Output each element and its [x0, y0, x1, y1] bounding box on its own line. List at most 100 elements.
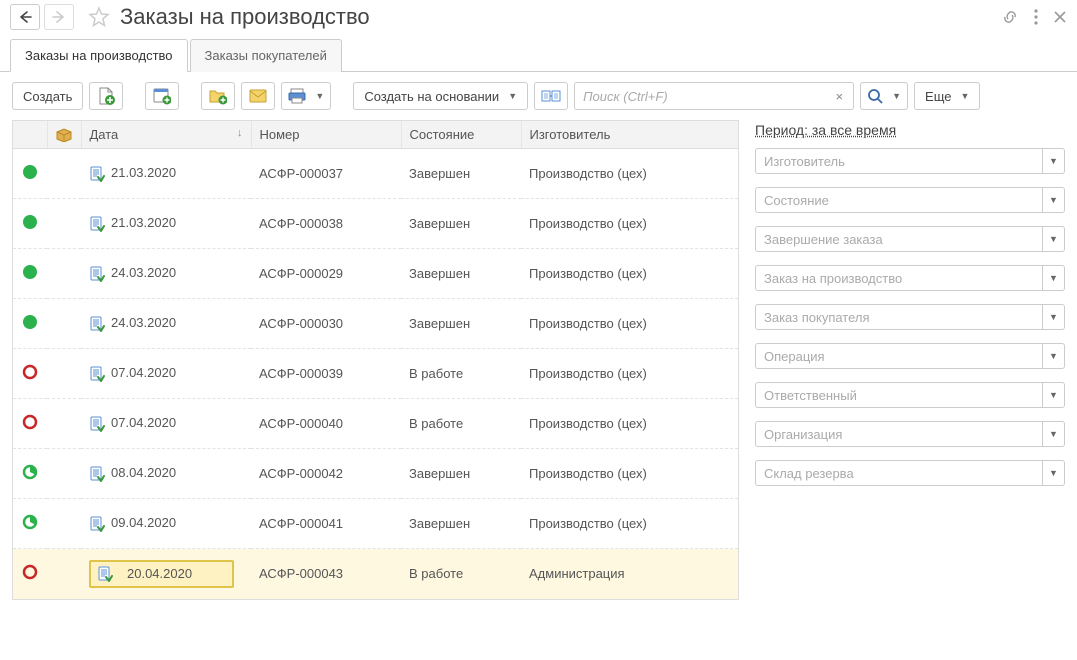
cell-manufacturer: Производство (цех)	[529, 516, 647, 531]
table-row[interactable]: 21.03.2020АСФР-000038ЗавершенПроизводств…	[13, 199, 738, 249]
calendar-plus-button[interactable]	[145, 82, 179, 110]
cell-number: АСФР-000040	[259, 416, 343, 431]
filter-field[interactable]: ▼	[755, 382, 1065, 408]
col-manufacturer[interactable]: Изготовитель	[521, 121, 738, 149]
page-title: Заказы на производство	[120, 4, 370, 30]
table-row[interactable]: 24.03.2020АСФР-000030ЗавершенПроизводств…	[13, 299, 738, 349]
col-status[interactable]	[13, 121, 47, 149]
cell-number: АСФР-000037	[259, 166, 343, 181]
nav-forward-button[interactable]	[44, 4, 74, 30]
status-indicator	[22, 564, 38, 580]
dropdown-toggle[interactable]: ▼	[1042, 227, 1064, 251]
search-input[interactable]	[581, 88, 831, 105]
dropdown-toggle[interactable]: ▼	[1042, 149, 1064, 173]
filter-input[interactable]	[756, 154, 1042, 169]
table-row[interactable]: 09.04.2020АСФР-000041ЗавершенПроизводств…	[13, 499, 738, 549]
tab-customer-orders[interactable]: Заказы покупателей	[190, 39, 342, 72]
cell-state: Завершен	[409, 316, 470, 331]
filter-field[interactable]: ▼	[755, 226, 1065, 252]
document-icon	[89, 216, 105, 232]
table-header-row: Дата↓ Номер Состояние Изготовитель	[13, 121, 738, 149]
filter-field[interactable]: ▼	[755, 148, 1065, 174]
filter-field[interactable]: ▼	[755, 421, 1065, 447]
cell-number: АСФР-000043	[259, 566, 343, 581]
dropdown-toggle[interactable]: ▼	[1042, 344, 1064, 368]
create-on-basis-button[interactable]: Создать на основании ▼	[353, 82, 528, 110]
cell-date: 09.04.2020	[111, 515, 176, 530]
table-row[interactable]: 07.04.2020АСФР-000039В работеПроизводств…	[13, 349, 738, 399]
dropdown-toggle[interactable]: ▼	[1042, 266, 1064, 290]
cell-state: Завершен	[409, 466, 470, 481]
print-icon	[288, 88, 306, 104]
filter-panel: Период: за все время ▼ ▼ ▼ ▼ ▼ ▼ ▼ ▼ ▼	[755, 120, 1065, 499]
filter-input[interactable]	[756, 232, 1042, 247]
filter-field[interactable]: ▼	[755, 460, 1065, 486]
table-row[interactable]: 08.04.2020АСФР-000042ЗавершенПроизводств…	[13, 449, 738, 499]
document-icon	[89, 316, 105, 332]
print-button[interactable]: ▼	[281, 82, 331, 110]
nav-back-button[interactable]	[10, 4, 40, 30]
filter-field[interactable]: ▼	[755, 304, 1065, 330]
filter-field[interactable]: ▼	[755, 265, 1065, 291]
folder-plus-button[interactable]	[201, 82, 235, 110]
period-link[interactable]: Период: за все время	[755, 122, 896, 138]
related-docs-button[interactable]	[534, 82, 568, 110]
status-indicator	[22, 214, 38, 230]
filter-input[interactable]	[756, 427, 1042, 442]
filter-field[interactable]: ▼	[755, 343, 1065, 369]
titlebar: Заказы на производство	[0, 0, 1077, 38]
tab-label: Заказы на производство	[25, 48, 173, 63]
document-icon	[89, 166, 105, 182]
cell-date: 24.03.2020	[111, 315, 176, 330]
cell-number: АСФР-000041	[259, 516, 343, 531]
orders-table: Дата↓ Номер Состояние Изготовитель 21.03…	[12, 120, 739, 600]
document-icon	[89, 466, 105, 482]
filter-field[interactable]: ▼	[755, 187, 1065, 213]
filter-input[interactable]	[756, 466, 1042, 481]
table-row[interactable]: 24.03.2020АСФР-000029ЗавершенПроизводств…	[13, 249, 738, 299]
dropdown-toggle[interactable]: ▼	[1042, 461, 1064, 485]
caret-down-icon: ▼	[315, 91, 324, 101]
col-number[interactable]: Номер	[251, 121, 401, 149]
filter-input[interactable]	[756, 388, 1042, 403]
button-label: Создать	[23, 89, 72, 104]
calendar-plus-icon	[153, 87, 171, 105]
search-field[interactable]: ×	[574, 82, 854, 110]
star-icon[interactable]	[88, 6, 110, 28]
document-icon	[89, 516, 105, 532]
document-icon	[89, 416, 105, 432]
mail-button[interactable]	[241, 82, 275, 110]
filter-input[interactable]	[756, 193, 1042, 208]
create-button[interactable]: Создать	[12, 82, 83, 110]
dropdown-toggle[interactable]: ▼	[1042, 188, 1064, 212]
dropdown-toggle[interactable]: ▼	[1042, 383, 1064, 407]
filter-input[interactable]	[756, 349, 1042, 364]
filter-input[interactable]	[756, 271, 1042, 286]
kebab-menu-icon[interactable]	[1033, 8, 1039, 26]
new-doc-button[interactable]	[89, 82, 123, 110]
status-indicator	[22, 414, 38, 430]
more-button[interactable]: Еще ▼	[914, 82, 980, 110]
tab-production-orders[interactable]: Заказы на производство	[10, 39, 188, 72]
caret-down-icon: ▼	[892, 91, 901, 101]
table-row[interactable]: 20.04.2020АСФР-000043В работеАдминистрац…	[13, 549, 738, 599]
cell-manufacturer: Производство (цех)	[529, 466, 647, 481]
table-row[interactable]: 21.03.2020АСФР-000037ЗавершенПроизводств…	[13, 149, 738, 199]
close-icon[interactable]	[1053, 10, 1067, 24]
arrow-right-icon	[52, 11, 66, 23]
table-row[interactable]: 07.04.2020АСФР-000040В работеПроизводств…	[13, 399, 738, 449]
col-icon[interactable]	[47, 121, 81, 149]
search-submit-button[interactable]: ▼	[860, 82, 908, 110]
dropdown-toggle[interactable]: ▼	[1042, 422, 1064, 446]
cell-date: 08.04.2020	[111, 465, 176, 480]
cell-manufacturer: Производство (цех)	[529, 266, 647, 281]
clear-search-icon[interactable]: ×	[832, 89, 848, 104]
col-date[interactable]: Дата↓	[81, 121, 251, 149]
filter-input[interactable]	[756, 310, 1042, 325]
cell-number: АСФР-000030	[259, 316, 343, 331]
status-indicator	[22, 514, 38, 530]
link-icon[interactable]	[1001, 8, 1019, 26]
col-state[interactable]: Состояние	[401, 121, 521, 149]
status-indicator	[22, 364, 38, 380]
dropdown-toggle[interactable]: ▼	[1042, 305, 1064, 329]
